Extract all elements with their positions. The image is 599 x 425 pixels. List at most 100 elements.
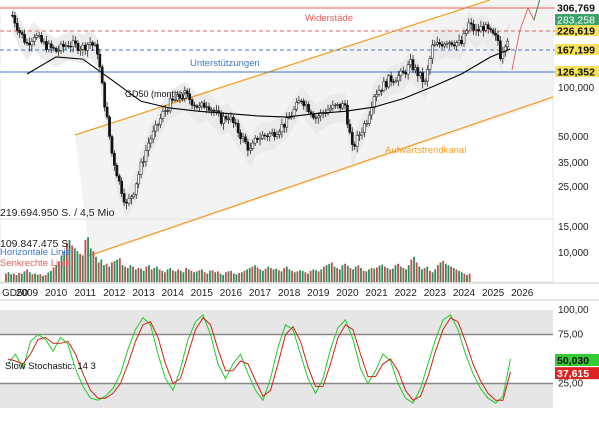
candle-down — [312, 114, 315, 118]
trend-channel — [74, 0, 554, 257]
stoch-k-line — [7, 314, 511, 404]
candle-up — [285, 117, 289, 128]
volume-bar-up — [100, 259, 103, 282]
candle-down — [499, 40, 502, 59]
volume-bar-up — [10, 274, 13, 282]
candle-up — [134, 183, 138, 195]
candle-up — [331, 104, 335, 109]
volume-bar-up — [248, 268, 251, 282]
candle-up — [304, 104, 308, 107]
volume-bar-up — [182, 272, 185, 282]
candle-up — [455, 42, 459, 47]
candle-down — [346, 104, 349, 125]
candle-down — [224, 116, 228, 120]
candle-up — [433, 44, 437, 46]
volume-bar-down — [410, 259, 413, 282]
volume-mid-label: 109.847.475 S. — [0, 238, 71, 250]
x-tick-label: 2018 — [278, 288, 301, 299]
candle-up — [443, 43, 446, 47]
volume-bar-up — [116, 259, 119, 282]
candle-down — [438, 42, 442, 45]
candle-up — [241, 136, 245, 139]
volume-bar-up — [227, 271, 230, 282]
candle-down — [115, 165, 119, 177]
volume-bar-up — [36, 274, 39, 282]
volume-bar-up — [312, 269, 315, 282]
volume-bar-down — [389, 269, 392, 282]
gd50-legend-label: GD50 — [2, 288, 29, 299]
oversold-zone — [0, 383, 553, 408]
volume-bar-up — [193, 272, 195, 282]
candle-down — [98, 53, 102, 68]
volume-bar-up — [50, 270, 52, 282]
candle-up — [156, 124, 160, 126]
candle-down — [450, 42, 454, 45]
channel-lower-line — [87, 96, 554, 257]
candle-up — [127, 198, 131, 204]
candle-up — [365, 123, 369, 125]
price-label-box — [555, 44, 599, 55]
price-label-box — [555, 14, 599, 25]
volume-bar-up — [407, 265, 410, 282]
x-tick-label: 2022 — [395, 288, 418, 299]
candle-down — [343, 103, 347, 106]
volume-bar-down — [12, 273, 15, 282]
volume-bar-down — [230, 270, 233, 282]
candle-down — [469, 22, 473, 25]
y-axis: 100,000 50,000 35,000 25,000 15,000 10,000 — [558, 83, 595, 259]
candle-up — [370, 107, 374, 116]
candle-up — [445, 43, 449, 45]
volume-bar-down — [124, 266, 127, 282]
candle-up — [139, 161, 143, 175]
candle-down — [52, 47, 56, 49]
volume-bar-up — [320, 269, 323, 282]
volume-bar-down — [357, 265, 360, 282]
volume-bar-down — [52, 267, 55, 282]
x-tick-label: 2010 — [45, 288, 68, 299]
volume-bar-up — [240, 272, 243, 282]
candle-down — [486, 24, 490, 29]
volume-bar-up — [126, 268, 129, 282]
candle-down — [472, 23, 476, 31]
x-tick-label: 2023 — [424, 288, 447, 299]
candle-down — [392, 81, 395, 83]
candle-down — [100, 66, 104, 84]
volume-bar-up — [439, 262, 442, 282]
stoch-d-line — [7, 317, 511, 401]
volume-bar-down — [323, 266, 325, 282]
candle-down — [45, 41, 48, 50]
volume-bar-up — [466, 275, 468, 282]
candle-down — [188, 93, 191, 100]
volume-bar-up — [103, 265, 105, 282]
volume-bar-up — [15, 275, 18, 282]
stoch-k-value: 50,030 — [557, 355, 589, 367]
volume-bar-down — [118, 258, 121, 282]
volume-bar-up — [60, 255, 63, 282]
volume-bar-up — [87, 237, 89, 282]
volume-bar-up — [444, 263, 447, 282]
volume-bar-down — [31, 274, 34, 282]
y-tick-label: 50,000 — [558, 132, 589, 143]
x-axis: 2009 2010 2011 2012 2013 2014 2015 2016 2017 2018… — [2, 288, 534, 299]
volume-bar-up — [431, 272, 434, 282]
candle-up — [358, 134, 361, 136]
volume-bar-up — [346, 265, 349, 282]
volume-bar-up — [68, 240, 71, 282]
projection-line — [533, 0, 541, 21]
candle-down — [105, 106, 109, 118]
volume-bar-up — [447, 265, 450, 282]
support-annotation: Unterstützungen — [190, 58, 260, 69]
candle-down — [239, 132, 242, 139]
y-tick-label: 25,000 — [558, 182, 589, 193]
candle-up — [183, 90, 187, 99]
volume-bar-up — [73, 248, 76, 282]
volume-bar-up — [325, 265, 328, 282]
stoch-y-tick: 75,00 — [558, 330, 583, 341]
candle-down — [178, 94, 182, 99]
volume-bar-up — [272, 269, 275, 282]
candle-up — [360, 132, 364, 136]
volume-bar-up — [288, 269, 291, 282]
volume-bar-up — [89, 248, 92, 282]
volume-bar-down — [84, 240, 87, 282]
candle-down — [181, 98, 184, 100]
